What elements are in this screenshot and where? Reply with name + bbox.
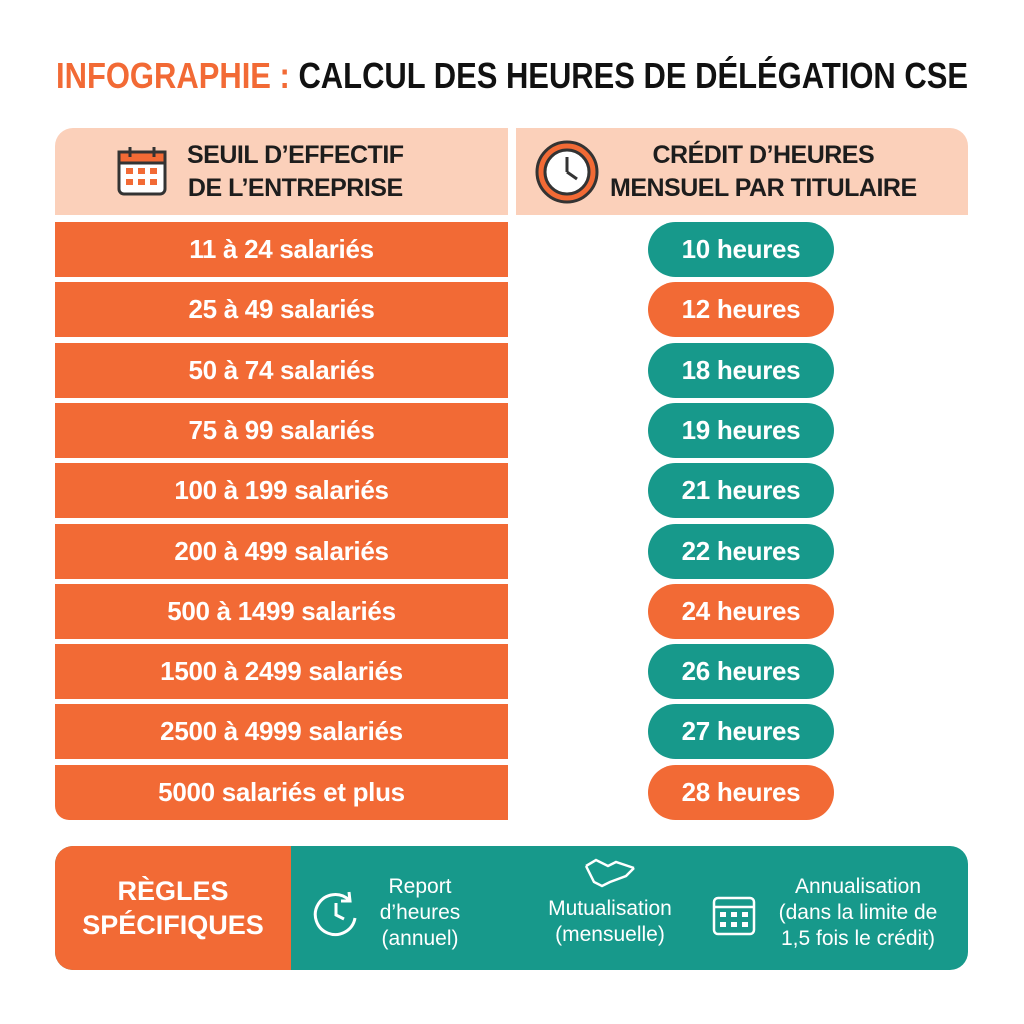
header-line: MENSUEL PAR TITULAIRE bbox=[610, 173, 917, 202]
threshold-cell: 2500 à 4999 salariés bbox=[55, 704, 508, 760]
threshold-cell: 500 à 1499 salariés bbox=[55, 583, 508, 639]
calendar-icon bbox=[117, 146, 167, 195]
footer-item: Mutualisation (mensuelle) bbox=[525, 896, 695, 948]
threshold-cell: 100 à 199 salariés bbox=[55, 463, 508, 519]
credit-pill: 26 heures bbox=[648, 644, 834, 700]
title-main: CALCUL DES HEURES DE DÉLÉGATION CSE bbox=[298, 55, 968, 96]
header-line: CRÉDIT D’HEURES bbox=[652, 140, 875, 169]
credit-pill: 28 heures bbox=[648, 764, 834, 820]
credit-pill: 10 heures bbox=[648, 222, 834, 277]
header-left-text: SEUIL D’EFFECTIF DE L’ENTREPRISE bbox=[187, 139, 404, 205]
credit-pill: 12 heures bbox=[648, 282, 834, 338]
footer-label-line: SPÉCIFIQUES bbox=[82, 910, 264, 940]
footer-item-line: (mensuelle) bbox=[555, 923, 665, 946]
footer-item-line: (dans la limite de bbox=[778, 901, 938, 924]
threshold-cell: 75 à 99 salariés bbox=[55, 402, 508, 458]
threshold-cell: 5000 salariés et plus bbox=[55, 764, 508, 820]
threshold-cell: 25 à 49 salariés bbox=[55, 282, 508, 338]
credit-pill: 18 heures bbox=[648, 342, 834, 398]
credit-pill: 21 heures bbox=[648, 463, 834, 519]
clock-icon bbox=[535, 140, 599, 203]
threshold-cell: 11 à 24 salariés bbox=[55, 222, 508, 277]
footer-item-line: 1,5 fois le crédit) bbox=[780, 927, 936, 950]
footer: RÈGLES SPÉCIFIQUES Report d’heures (annuel… bbox=[55, 846, 968, 970]
footer-item-line: (annuel) bbox=[381, 927, 459, 950]
title-svg: INFOGRAPHIE :CALCUL DES HEURES DE DÉLÉGA… bbox=[56, 55, 968, 96]
header-right-text: CRÉDIT D’HEURES MENSUEL PAR TITULAIRE bbox=[610, 139, 917, 205]
credit-pill: 22 heures bbox=[648, 523, 834, 579]
footer-item-line: Annualisation bbox=[794, 875, 922, 898]
calendar-small-icon bbox=[712, 896, 756, 936]
footer-item-line: Mutualisation bbox=[548, 897, 672, 920]
threshold-cell: 1500 à 2499 salariés bbox=[55, 644, 508, 700]
footer-item-line: Report bbox=[388, 875, 452, 898]
footer-item: Annualisation (dans la limite de 1,5 fois … bbox=[763, 874, 953, 952]
footer-label-box: RÈGLES SPÉCIFIQUES bbox=[55, 846, 291, 970]
credit-pill: 19 heures bbox=[648, 402, 834, 458]
header-left: SEUIL D’EFFECTIF DE L’ENTREPRISE bbox=[55, 128, 508, 215]
header-right: CRÉDIT D’HEURES MENSUEL PAR TITULAIRE bbox=[516, 128, 968, 215]
credit-pill: 27 heures bbox=[648, 704, 834, 760]
title: INFOGRAPHIE :CALCUL DES HEURES DE DÉLÉGA… bbox=[56, 55, 968, 96]
credit-pill: 24 heures bbox=[648, 583, 834, 639]
report-icon bbox=[313, 891, 357, 937]
footer-label-line: RÈGLES bbox=[117, 876, 229, 906]
footer-item-line: d’heures bbox=[379, 901, 461, 924]
threshold-cell: 50 à 74 salariés bbox=[55, 342, 508, 398]
header-line: SEUIL D’EFFECTIF bbox=[187, 140, 404, 169]
header-line: DE L’ENTREPRISE bbox=[187, 173, 403, 202]
footer-label: RÈGLES SPÉCIFIQUES bbox=[82, 874, 264, 942]
threshold-cell: 200 à 499 salariés bbox=[55, 523, 508, 579]
title-prefix: INFOGRAPHIE : bbox=[56, 55, 290, 96]
handshake-icon bbox=[584, 858, 635, 888]
footer-item: Report d’heures (annuel) bbox=[360, 874, 480, 952]
